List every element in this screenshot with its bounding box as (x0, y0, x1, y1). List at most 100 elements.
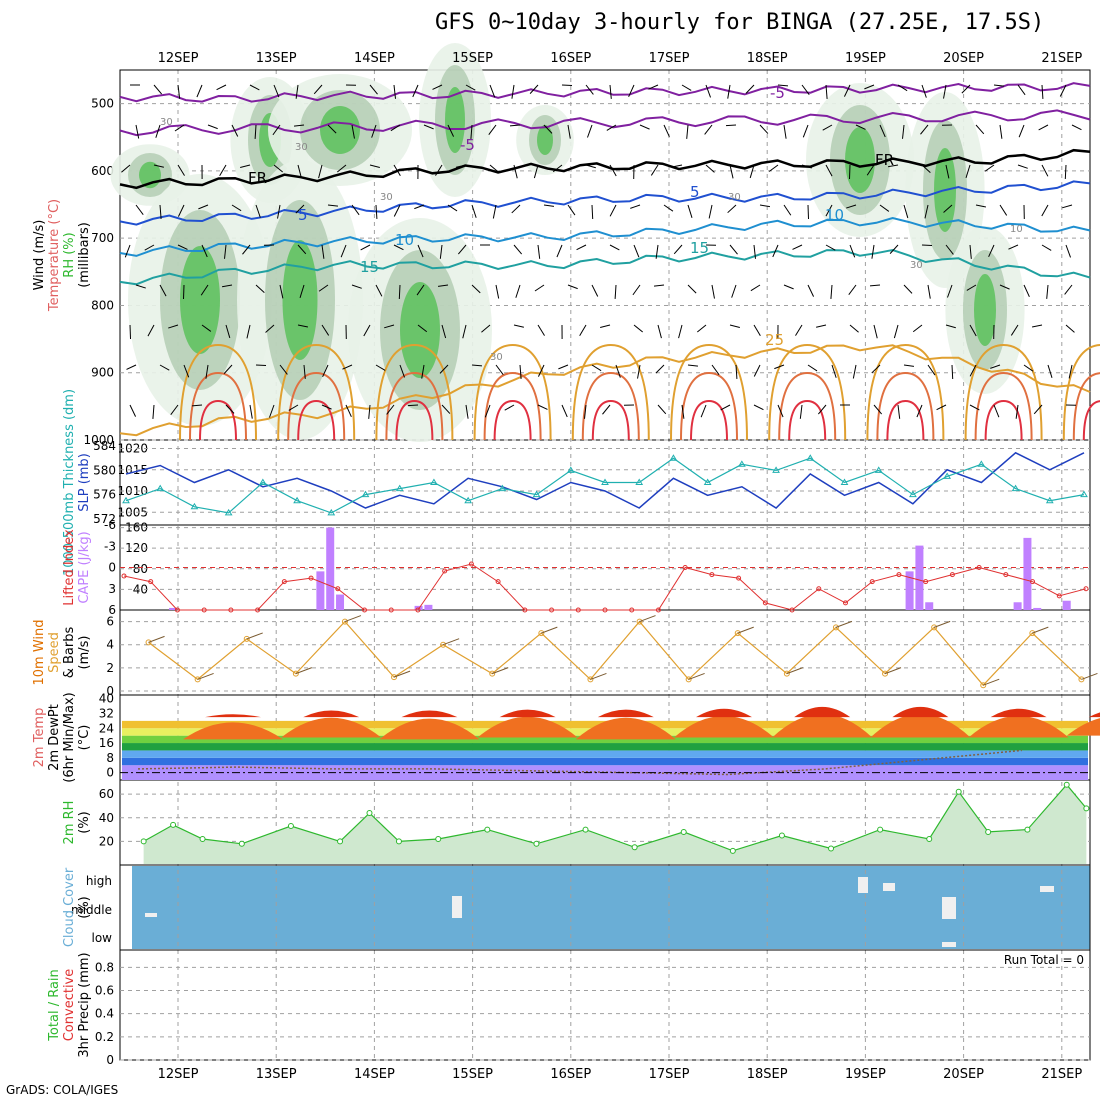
temperature-hump (1066, 718, 1100, 736)
wind-barb (903, 204, 909, 219)
temperature-tick-label: 32 (99, 706, 114, 720)
wind-barb (345, 404, 352, 417)
contour-label: 30 (160, 117, 173, 128)
rh-marker (926, 836, 933, 843)
wind-barb (628, 84, 635, 98)
wind-barb (511, 84, 515, 99)
wind-barb (321, 324, 330, 336)
warm-contour (179, 343, 257, 441)
wind-barb (327, 204, 339, 207)
wind-barb (147, 324, 155, 337)
lifted-index-marker (762, 600, 768, 606)
wind-speed-marker (587, 676, 594, 683)
lifted-index-marker (1003, 572, 1009, 578)
lifted-index-marker (843, 600, 848, 606)
wind-barb (749, 164, 755, 179)
cape-bar (915, 545, 924, 610)
wind-barb (759, 204, 771, 208)
wind-barb (246, 632, 263, 640)
rh-marker (395, 838, 402, 845)
wind-barb (159, 204, 162, 219)
precip-frame (119, 949, 1091, 1061)
lifted-index-marker (388, 607, 394, 613)
wind-barb (269, 404, 275, 418)
date-label-top: 17SEP (649, 51, 690, 66)
date-label-top: 20SEP (943, 51, 984, 66)
wind-barb (831, 364, 837, 378)
precip-tick-label: 0.6 (95, 984, 114, 998)
wind-barb (135, 124, 140, 139)
wind-barb (725, 124, 737, 127)
temperature-hump (968, 715, 1069, 738)
dewpoint-line (137, 749, 1022, 776)
wind-barb (279, 364, 288, 375)
wind-barb (471, 204, 477, 218)
thickness-marker (669, 454, 678, 461)
temperature-tick-label: 0 (106, 766, 114, 780)
wind-barb (799, 404, 803, 419)
wind-barb (543, 204, 555, 207)
temperature-hump (1088, 712, 1100, 718)
wind-barb (295, 667, 313, 675)
wind-barb (177, 204, 185, 217)
wind-barb (225, 324, 231, 339)
wind-barb (340, 244, 347, 258)
date-label-bottom: 19SEP (845, 1067, 886, 1082)
wind-barb (456, 164, 467, 168)
wind-barb (965, 164, 971, 178)
wind-barb (648, 84, 659, 90)
wind-barb (556, 244, 563, 258)
rh-marker (1024, 826, 1031, 833)
wind-barb (177, 84, 181, 99)
wind-barb (729, 324, 740, 328)
wind-barb (207, 124, 218, 130)
wind-barb (678, 324, 683, 339)
wind-barb (321, 404, 332, 410)
wind-barb (393, 244, 404, 251)
wind-barb (711, 284, 715, 299)
pressure-tick-label: 600 (91, 164, 114, 178)
wind-barb (1038, 124, 1049, 131)
rh-region (320, 106, 360, 154)
precip-tick-label: 0.4 (95, 1007, 114, 1021)
thickness-marker (874, 466, 883, 473)
wind-barb (412, 84, 419, 98)
panel-axis-label: (%) (77, 896, 92, 919)
wind-barb (903, 284, 913, 294)
wind-barb (462, 324, 467, 339)
lifted-index-marker (308, 575, 314, 581)
wind-barb (591, 284, 599, 297)
wind-barb (639, 615, 656, 623)
wind-barb (393, 204, 401, 217)
wind-barb (272, 124, 281, 136)
wind-barb (866, 164, 875, 176)
wind-barb (731, 284, 737, 298)
wind-speed-marker (685, 676, 692, 683)
wind-barb (786, 667, 804, 675)
wind-barb (783, 204, 792, 216)
date-label-top: 13SEP (256, 51, 297, 66)
panel-axis-label: 2m RH (62, 801, 77, 845)
date-label-bottom: 12SEP (158, 1067, 199, 1082)
wind-barb (650, 164, 659, 176)
wind-barb (414, 204, 425, 210)
wind-barb (273, 84, 280, 98)
rh-marker (1063, 781, 1070, 788)
wind-barb (492, 667, 509, 675)
wind-barb (1047, 364, 1053, 378)
wind-barb (984, 164, 995, 172)
contour-label: 5 (690, 183, 700, 201)
wind-barb (561, 404, 568, 418)
wind-barb (869, 284, 881, 287)
wind-speed-marker (341, 618, 348, 625)
wind-barb (753, 364, 761, 377)
wind-barb (657, 324, 662, 339)
rh-marker (828, 845, 835, 852)
cape-bar (326, 527, 335, 610)
wind-tick-label: 6 (106, 615, 114, 629)
wind-barb (369, 84, 378, 95)
contour-label: 5 (298, 206, 308, 224)
wind-speed-line (148, 620, 1082, 687)
wind-barb (602, 404, 611, 415)
